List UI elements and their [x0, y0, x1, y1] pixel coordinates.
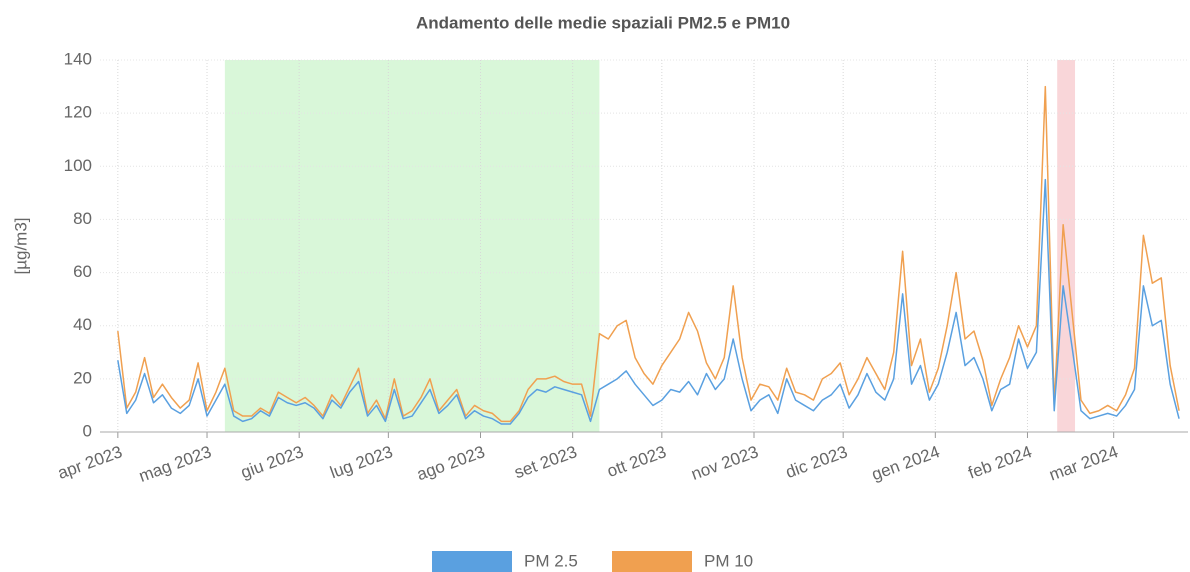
legend-label: PM 10: [704, 551, 753, 570]
x-tick-label: dic 2023: [783, 442, 850, 482]
y-tick-label: 0: [83, 421, 92, 440]
y-tick-label: 120: [64, 103, 92, 122]
legend-swatch: [612, 551, 692, 572]
x-tick-label: nov 2023: [689, 442, 761, 484]
x-tick-label: ott 2023: [604, 442, 668, 481]
shaded-band: [1057, 60, 1076, 432]
x-tick-label: ago 2023: [414, 442, 487, 484]
shaded-band: [224, 60, 600, 432]
series-line: [117, 178, 1180, 425]
series-line: [117, 85, 1180, 423]
x-tick-label: giu 2023: [238, 442, 306, 482]
y-tick-label: 100: [64, 156, 92, 175]
x-tick-label: set 2023: [512, 442, 580, 482]
y-tick-label: 140: [64, 49, 92, 68]
y-axis-label: [µg/m3]: [11, 217, 30, 274]
x-tick-label: mag 2023: [136, 442, 214, 486]
y-tick-label: 80: [73, 209, 92, 228]
y-tick-label: 40: [73, 315, 92, 334]
chart-title: Andamento delle medie spaziali PM2.5 e P…: [416, 13, 790, 32]
x-tick-label: feb 2024: [966, 442, 1035, 482]
legend-label: PM 2.5: [524, 551, 578, 570]
legend-swatch: [432, 551, 512, 572]
y-tick-label: 60: [73, 262, 92, 281]
x-tick-label: lug 2023: [327, 442, 395, 482]
x-tick-label: gen 2024: [869, 442, 942, 484]
x-tick-label: mar 2024: [1047, 442, 1121, 484]
x-tick-label: apr 2023: [55, 442, 125, 483]
y-tick-label: 20: [73, 368, 92, 387]
